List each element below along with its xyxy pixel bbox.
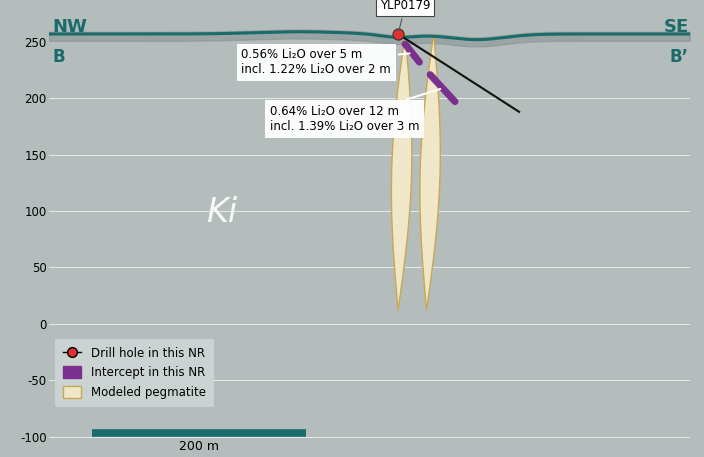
Text: 200 m: 200 m [179,440,219,453]
Text: Ki: Ki [206,197,237,229]
Legend: Drill hole in this NR, Intercept in this NR, Modeled pegmatite: Drill hole in this NR, Intercept in this… [55,339,214,407]
Text: SE: SE [663,18,689,36]
Text: B’: B’ [670,48,689,66]
Polygon shape [420,34,440,310]
Text: YLP0179: YLP0179 [380,0,430,32]
Text: NW: NW [53,18,87,36]
Text: 0.56% Li₂O over 5 m
incl. 1.22% Li₂O over 2 m: 0.56% Li₂O over 5 m incl. 1.22% Li₂O ove… [241,48,410,76]
Text: B: B [53,48,65,66]
Polygon shape [391,34,412,310]
Text: 0.64% Li₂O over 12 m
incl. 1.39% Li₂O over 3 m: 0.64% Li₂O over 12 m incl. 1.39% Li₂O ov… [270,89,440,133]
